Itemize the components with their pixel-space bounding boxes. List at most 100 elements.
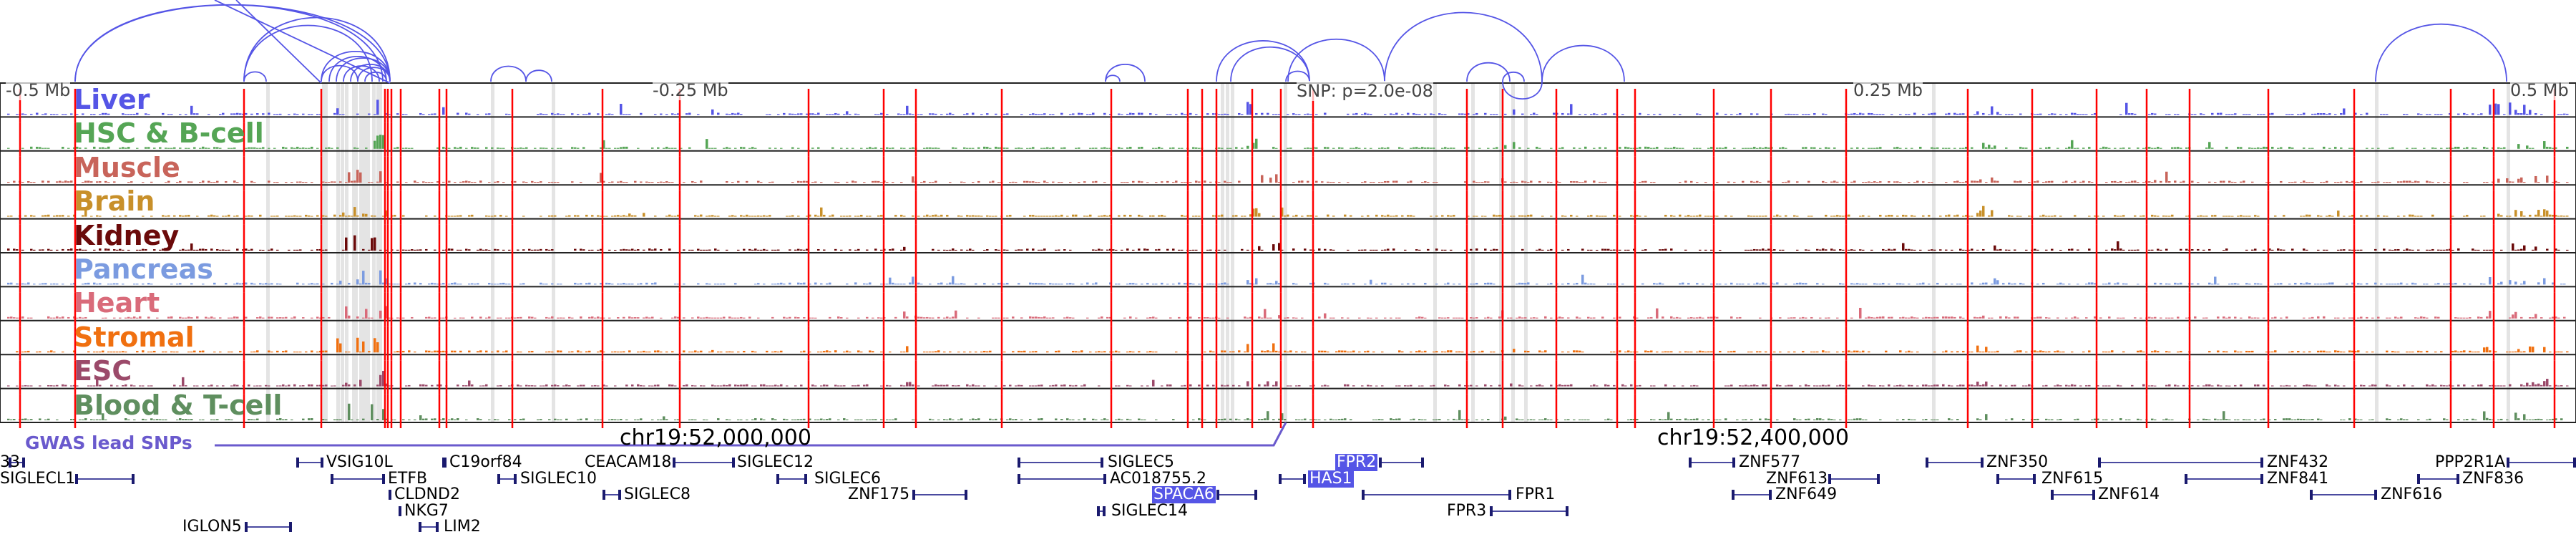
signal-bar [1584, 146, 1587, 149]
signal-bar [2002, 283, 2005, 285]
signal-bar [422, 181, 425, 183]
signal-bar [1069, 283, 1072, 285]
signal-bar [605, 216, 608, 217]
signal-bar [1490, 282, 1493, 285]
signal-bar [1836, 317, 1839, 319]
signal-bar [2311, 113, 2314, 115]
signal-bar [2443, 249, 2446, 251]
signal-bar [396, 249, 399, 251]
signal-bar [1358, 147, 1361, 149]
signal-bar [1561, 384, 1564, 387]
signal-bar [1278, 114, 1281, 115]
signal-bar [53, 317, 56, 319]
signal-bar [1999, 384, 2002, 387]
signal-bar [769, 385, 771, 387]
signal-bar [1933, 112, 1936, 115]
signal-bar [1221, 214, 1224, 217]
signal-bar [1985, 414, 1988, 420]
signal-bar [308, 384, 311, 387]
signal-bar [1487, 282, 1490, 285]
signal-bar [1956, 419, 1959, 420]
signal-bar [2177, 114, 2180, 115]
signal-bar [2122, 283, 2125, 285]
signal-bar [1392, 180, 1395, 183]
signal-bar [920, 316, 923, 319]
signal-bar [2160, 249, 2162, 251]
signal-bar [225, 181, 228, 183]
signal-bar [723, 316, 726, 319]
signal-bar [2263, 146, 2265, 149]
signal-bar [1776, 282, 1779, 285]
signal-bar [90, 114, 93, 115]
signal-bar [27, 181, 30, 183]
signal-bar [746, 384, 748, 387]
signal-bar [1504, 181, 1507, 183]
signal-bar [2108, 147, 2111, 149]
signal-bar [2480, 283, 2483, 285]
signal-bar [1467, 113, 1470, 115]
signal-bar [1095, 180, 1098, 183]
signal-bar [1484, 384, 1487, 387]
signal-bar [2048, 351, 2051, 353]
signal-bar [1252, 249, 1255, 251]
signal-bar [2117, 182, 2119, 183]
signal-bar [2483, 147, 2486, 149]
signal-bar [1570, 384, 1573, 387]
signal-bar [1699, 350, 1702, 353]
signal-bar [2265, 182, 2268, 183]
signal-bar [1226, 384, 1229, 387]
signal-bar [499, 215, 502, 217]
signal-bar [2194, 114, 2197, 115]
signal-bar [1218, 182, 1221, 183]
signal-bar [1610, 249, 1613, 251]
signal-bar [2200, 215, 2202, 217]
signal-bar [777, 283, 780, 285]
signal-bar [16, 283, 19, 285]
signal-bar [2357, 283, 2360, 285]
signal-bar [2211, 215, 2214, 217]
signal-bar [1149, 215, 1152, 217]
signal-bar [104, 112, 107, 115]
signal-bar [336, 419, 339, 420]
signal-bar [225, 249, 228, 251]
signal-bar [2517, 144, 2520, 149]
signal-bar [136, 351, 139, 353]
signal-bar [1398, 418, 1401, 420]
signal-bar [1805, 317, 1807, 319]
signal-bar [2059, 418, 2062, 420]
signal-bar [1518, 384, 1521, 387]
signal-bar [857, 384, 860, 387]
signal-bar [2177, 385, 2180, 387]
signal-bar [21, 283, 24, 285]
signal-bar [1370, 182, 1372, 183]
signal-bar [1487, 181, 1490, 183]
signal-bar [814, 385, 817, 387]
signal-bar [1991, 317, 1994, 319]
signal-bar [208, 180, 210, 183]
signal-bar [588, 316, 591, 319]
signal-bar [1083, 418, 1086, 420]
signal-bar [1762, 248, 1765, 251]
signal-bar [1753, 248, 1756, 251]
signal-bar [932, 182, 935, 183]
signal-bar [1994, 145, 1996, 149]
signal-bar [1956, 180, 1959, 183]
signal-bar [1873, 114, 1876, 115]
signal-bar [2397, 317, 2400, 319]
signal-bar [843, 385, 846, 387]
signal-bar [468, 181, 471, 183]
signal-bar [21, 147, 24, 149]
signal-bar [1807, 418, 1810, 420]
signal-bar [1911, 316, 1913, 319]
signal-bar [1284, 350, 1287, 353]
signal-bar [2254, 215, 2257, 217]
signal-bar [1078, 112, 1080, 115]
signal-bar [2426, 249, 2429, 251]
signal-bar [402, 350, 405, 353]
signal-bar [912, 114, 914, 115]
signal-bar [96, 181, 99, 183]
signal-bar [995, 418, 997, 420]
signal-bar [1647, 317, 1650, 319]
signal-bar [1521, 113, 1524, 115]
signal-bar [1035, 283, 1038, 285]
